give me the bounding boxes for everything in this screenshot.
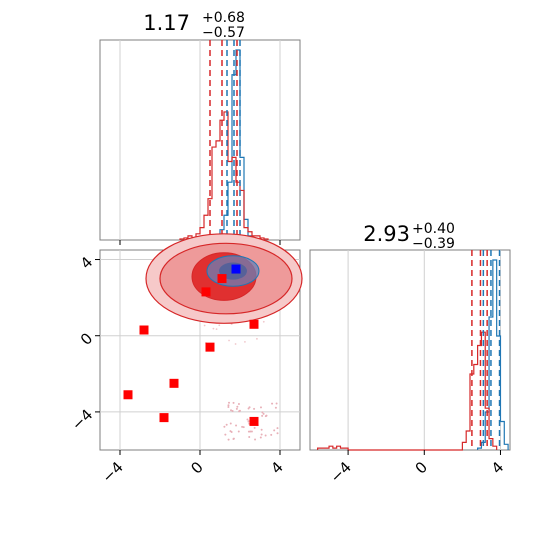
marginal-y-title-plus: +0.40	[412, 221, 455, 237]
marginal-x-title-minus: −0.57	[202, 25, 245, 41]
joint-sample-point	[227, 404, 230, 407]
joint-sample-point	[223, 425, 226, 428]
joint-red-marker	[205, 342, 215, 352]
marginal-x-panel: 1.17 +0.68 −0.57	[99, 10, 301, 245]
joint-red-marker	[201, 287, 211, 297]
joint-red-marker	[123, 390, 133, 400]
joint-panel: −4 0 4 −4 0 4	[68, 233, 303, 486]
joint-sample-point	[234, 343, 237, 345]
joint-x-tick-label: −4	[98, 458, 126, 486]
joint-sample-point	[246, 418, 249, 421]
joint-sample-point	[275, 402, 278, 405]
joint-sample-point	[256, 337, 258, 340]
joint-sample-point	[248, 406, 251, 409]
marginal-x-title-median: 1.17	[143, 11, 190, 35]
joint-sample-point	[260, 428, 263, 431]
joint-sample-point	[276, 427, 279, 430]
joint-y-tick-label: −4	[68, 406, 96, 434]
joint-sample-point	[225, 423, 228, 426]
joint-sample-point	[274, 406, 277, 409]
joint-sample-point	[224, 433, 227, 436]
joint-sample-point	[261, 411, 264, 414]
joint-sample-point	[262, 320, 265, 323]
joint-markers	[123, 264, 259, 426]
joint-sample-point	[242, 426, 245, 429]
joint-sample-point	[227, 438, 230, 441]
marginal-y-frame	[309, 249, 511, 451]
joint-sample-point	[232, 401, 235, 404]
joint-sample-point	[271, 402, 274, 405]
marginal-y-ticks: −4 0 4	[327, 450, 507, 486]
joint-sample-point	[254, 438, 257, 441]
marginal-y-histograms	[317, 259, 509, 451]
joint-y-tick-label: 4	[77, 253, 96, 272]
joint-sample-point	[237, 403, 240, 406]
joint-sample-point	[244, 340, 246, 343]
joint-sample-point	[249, 430, 252, 433]
marginal-x-grid	[119, 40, 281, 240]
marginal-y-histogram-0	[477, 259, 509, 450]
joint-sample-point	[247, 420, 250, 423]
marginal-y-tick-label: 0	[412, 458, 431, 477]
joint-y-tick-label: 0	[77, 329, 96, 348]
joint-sample-point	[212, 327, 215, 330]
joint-sample-point	[218, 324, 221, 327]
joint-sample-point	[276, 432, 279, 435]
joint-sample-point	[215, 328, 218, 330]
joint-sample-point	[273, 429, 276, 432]
joint-sample-point	[260, 433, 263, 436]
marginal-x-title: 1.17	[143, 11, 190, 35]
joint-sample-point	[227, 405, 230, 408]
joint-red-marker	[139, 325, 149, 335]
marginal-y-panel: −4 0 4 2.93 +0.40 −0.39	[309, 221, 511, 486]
marginal-y-title-median: 2.93	[363, 222, 410, 246]
joint-sample-point	[203, 324, 206, 327]
joint-sample-point	[232, 438, 235, 441]
joint-sample-point	[259, 436, 262, 439]
joint-sample-point	[262, 412, 265, 415]
joint-sample-point	[264, 434, 267, 437]
joint-sample-point	[241, 425, 244, 428]
joint-sample-point	[229, 422, 232, 425]
joint-x-tick-label: 0	[187, 458, 206, 477]
joint-red-marker	[169, 378, 179, 388]
marginal-x-title-plus: +0.68	[202, 10, 245, 26]
joint-sample-point	[228, 401, 231, 404]
marginal-y-tick-label: 4	[488, 458, 507, 477]
joint-sample-point	[235, 424, 238, 427]
joint-sample-point	[264, 415, 267, 418]
joint-sample-point	[259, 406, 262, 409]
joint-sample-point	[231, 410, 234, 413]
joint-sample-point	[230, 430, 233, 433]
marginal-y-quantiles	[471, 250, 501, 450]
joint-sample-point	[253, 407, 256, 410]
joint-blue-marker	[231, 264, 241, 274]
marginal-x-quantiles	[209, 40, 241, 240]
marginal-y-histogram-1	[317, 331, 498, 451]
joint-sample-point	[236, 405, 239, 408]
marginal-y-title-minus: −0.39	[412, 236, 455, 252]
joint-sample-point	[253, 426, 256, 429]
marginal-y-tick-label: −4	[327, 458, 355, 486]
joint-sample-point	[261, 414, 264, 417]
joint-sample-point	[238, 410, 241, 413]
joint-sample-point	[250, 430, 253, 433]
joint-sample-point	[228, 339, 230, 342]
joint-sample-point	[248, 436, 251, 439]
joint-red-marker	[217, 274, 227, 284]
joint-sample-point	[230, 409, 233, 412]
joint-x-tick-label: 4	[267, 458, 286, 477]
joint-sample-point	[270, 433, 273, 436]
joint-red-marker	[159, 413, 169, 423]
joint-red-marker	[249, 319, 259, 329]
joint-sample-point	[237, 430, 240, 433]
joint-red-marker	[249, 416, 259, 426]
joint-sample-point	[235, 407, 238, 410]
